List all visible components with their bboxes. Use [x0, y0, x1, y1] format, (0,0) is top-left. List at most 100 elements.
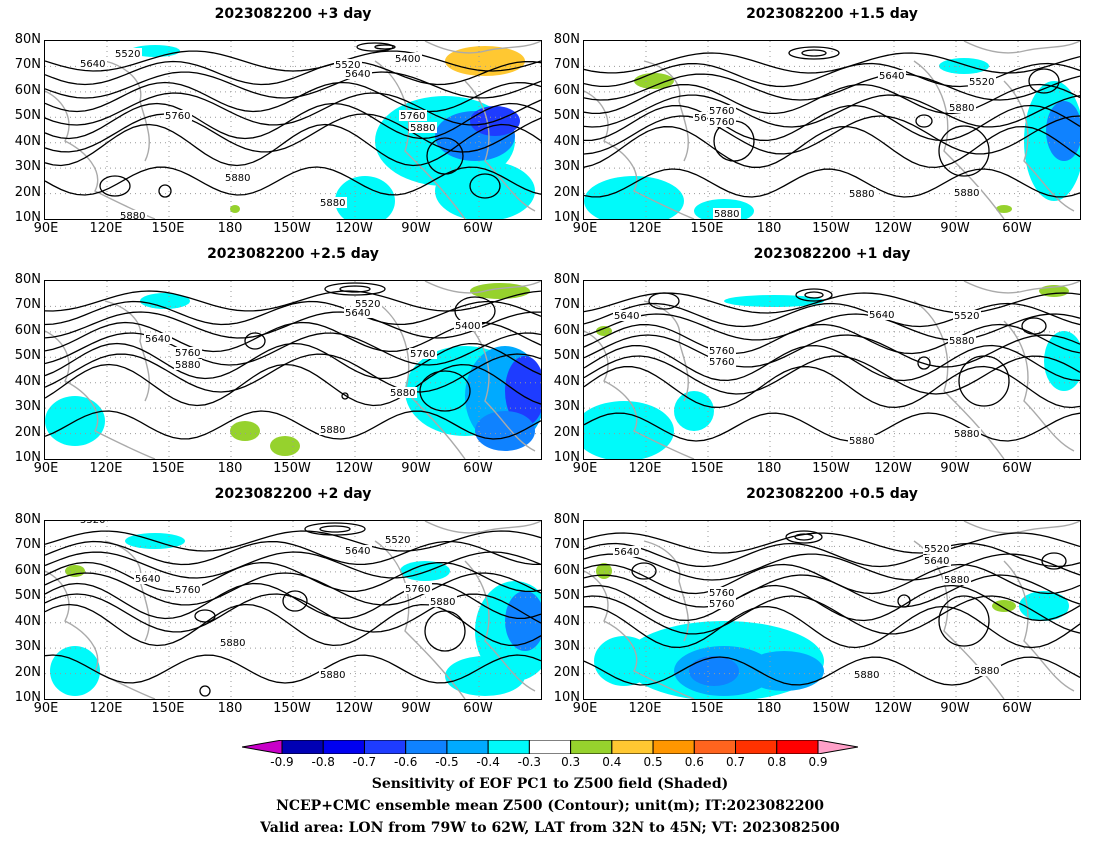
contour-label: 5640: [614, 311, 639, 322]
latitude-label: 50N: [14, 588, 41, 604]
contour-label: 5520: [954, 311, 979, 322]
longitude-label: 120W: [874, 461, 912, 476]
z500-closed-contour: [426, 137, 464, 175]
latitude-label: 80N: [14, 272, 41, 287]
longitude-label: 120E: [89, 461, 123, 476]
colorbar-segment: [405, 740, 448, 754]
longitude-label: 180: [217, 221, 243, 236]
z500-contour: [584, 62, 1080, 88]
longitude-label: 150E: [151, 701, 185, 716]
z500-closed-contour: [324, 282, 386, 296]
z500-contour: [45, 603, 541, 647]
latitude-label: 30N: [14, 399, 41, 415]
coastline: [584, 330, 695, 459]
latitude-label: 70N: [14, 537, 41, 553]
contour-label-bg: [429, 596, 457, 607]
colorbar-segment: [487, 740, 530, 754]
longitude-label: 150W: [273, 701, 311, 716]
contour-label-bg: [409, 348, 437, 359]
coastline: [643, 540, 689, 642]
panel-title: 2023082200 +2 day: [214, 486, 372, 502]
map-panel-2p5day: 5520 5640 5640 5760 5880 5400 5760 5880 5880: [44, 280, 542, 460]
contour-label: 5640: [345, 308, 370, 319]
contour-label: 5760: [709, 117, 734, 128]
longitude-label: 180: [217, 461, 243, 476]
panel-title: 2023082200 +2.5 day: [207, 246, 379, 262]
latitude-label: 50N: [553, 588, 580, 604]
contour-label: 5880: [849, 436, 874, 447]
contour-label-bg: [853, 669, 881, 680]
z500-contour: [584, 73, 1080, 101]
sensitivity-shading: [584, 176, 684, 219]
z500-contour: [584, 574, 1080, 608]
z500-closed-contour: [469, 173, 501, 199]
sensitivity-shading: [584, 401, 674, 459]
latitude-label: 30N: [553, 639, 580, 655]
contour-label-bg: [389, 387, 417, 398]
panel-title: 2023082200 +1 day: [753, 246, 911, 262]
longitude-label: 150W: [812, 221, 850, 236]
contour-label-bg: [344, 307, 372, 318]
contour-label: 5640: [614, 547, 639, 558]
latitude-label: 60N: [553, 562, 580, 578]
coastline: [584, 570, 695, 699]
sensitivity-shading: [996, 205, 1012, 213]
sensitivity-shading: [230, 421, 260, 441]
latitude-label: 80N: [14, 512, 41, 527]
contour-label: 5880: [954, 429, 979, 440]
contour-label: 5640: [869, 310, 894, 321]
coastline: [45, 90, 156, 219]
z500-contour: [45, 81, 541, 113]
latitude-label: 20N: [553, 184, 580, 200]
sensitivity-shading: [230, 205, 240, 213]
contour-label-bg: [708, 105, 736, 116]
z500-closed-contour: [424, 610, 466, 652]
longitude-label: 150W: [273, 461, 311, 476]
latitude-label: 40N: [14, 613, 41, 629]
latitude-label: 70N: [14, 297, 41, 313]
longitude-label: 120W: [335, 221, 373, 236]
colorbar-segment: [652, 740, 695, 754]
contour-label-bg: [613, 310, 641, 321]
sensitivity-shading: [594, 636, 654, 686]
contour-label: 5400: [395, 54, 420, 65]
coastline: [45, 570, 156, 699]
contour-label: 5520: [80, 521, 105, 526]
z500-closed-contour: [794, 533, 814, 541]
colorbar-segment: [322, 740, 365, 754]
longitude-label: 120W: [874, 701, 912, 716]
contour-label-bg: [848, 435, 876, 446]
latitude-label: 20N: [14, 184, 41, 200]
z500-contour: [584, 168, 1080, 198]
coastline: [104, 60, 150, 162]
contour-label-bg: [334, 59, 362, 70]
contour-label: 5640: [345, 546, 370, 557]
z500-closed-contour: [1021, 317, 1047, 335]
latitude-label: 60N: [14, 82, 41, 98]
contour-label: 5520: [335, 60, 360, 71]
coastline: [913, 300, 1005, 459]
colorbar-segment: [693, 740, 737, 754]
contour-label-bg: [948, 102, 976, 113]
contour-label-bg: [219, 637, 247, 648]
z500-contour: [45, 410, 541, 440]
longitude-label: 90W: [401, 221, 431, 236]
longitude-label: 60W: [463, 461, 493, 476]
z500-closed-contour: [374, 44, 396, 50]
latitude-label: 70N: [553, 297, 580, 313]
caption-line-2: NCEP+CMC ensemble mean Z500 (Contour); u…: [276, 798, 824, 814]
longitude-label: 150E: [690, 461, 724, 476]
z500-closed-contour: [304, 522, 366, 536]
contour-label: 5880: [949, 103, 974, 114]
coastline: [374, 60, 466, 219]
contour-label-bg: [968, 76, 996, 87]
sensitivity-shading: [140, 293, 190, 309]
map-panel-2day: 552055205640564057605760588058805880: [44, 520, 542, 700]
z500-closed-contour: [938, 595, 990, 647]
sensitivity-shading: [596, 326, 612, 336]
z500-contour: [584, 355, 1080, 395]
contour-label: 5880: [944, 575, 969, 586]
longitude-label: 180: [756, 461, 782, 476]
